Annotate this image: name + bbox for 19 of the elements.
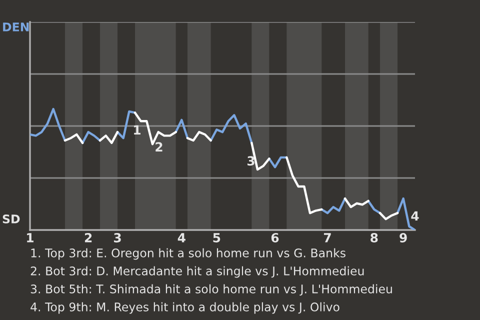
x-tick-label: 7: [324, 233, 331, 242]
x-tick-label: 5: [213, 233, 220, 242]
annotation: 4: [411, 211, 419, 220]
x-tick-label: 8: [370, 233, 378, 242]
text: 4. Top 9th: M. Reyes hit into a double play vs J. Olivo: [30, 302, 340, 314]
x-tick-label: 3: [114, 233, 121, 242]
text: SD: [2, 214, 20, 224]
x-tick-label: 9: [400, 233, 407, 242]
x-tick-label: 4: [178, 233, 186, 242]
text: DEN: [3, 22, 29, 32]
x-tick-label: 1: [27, 233, 34, 242]
annotation: 1: [134, 125, 140, 134]
x-tick-label: 2: [84, 233, 92, 242]
annotation: 3: [247, 156, 254, 166]
text: 2. Bot 3rd: D. Mercadante hit a single vs J. L'Hommedieu: [30, 266, 364, 278]
annotation: 2: [156, 142, 162, 152]
text: 3. Bot 5th: T. Shimada hit a solo home run vs J. L'Hommedieu: [30, 284, 392, 296]
x-tick-label: 6: [271, 233, 279, 242]
text: 1. Top 3rd: E. Oregon hit a solo home run vs G. Banks: [31, 248, 346, 260]
